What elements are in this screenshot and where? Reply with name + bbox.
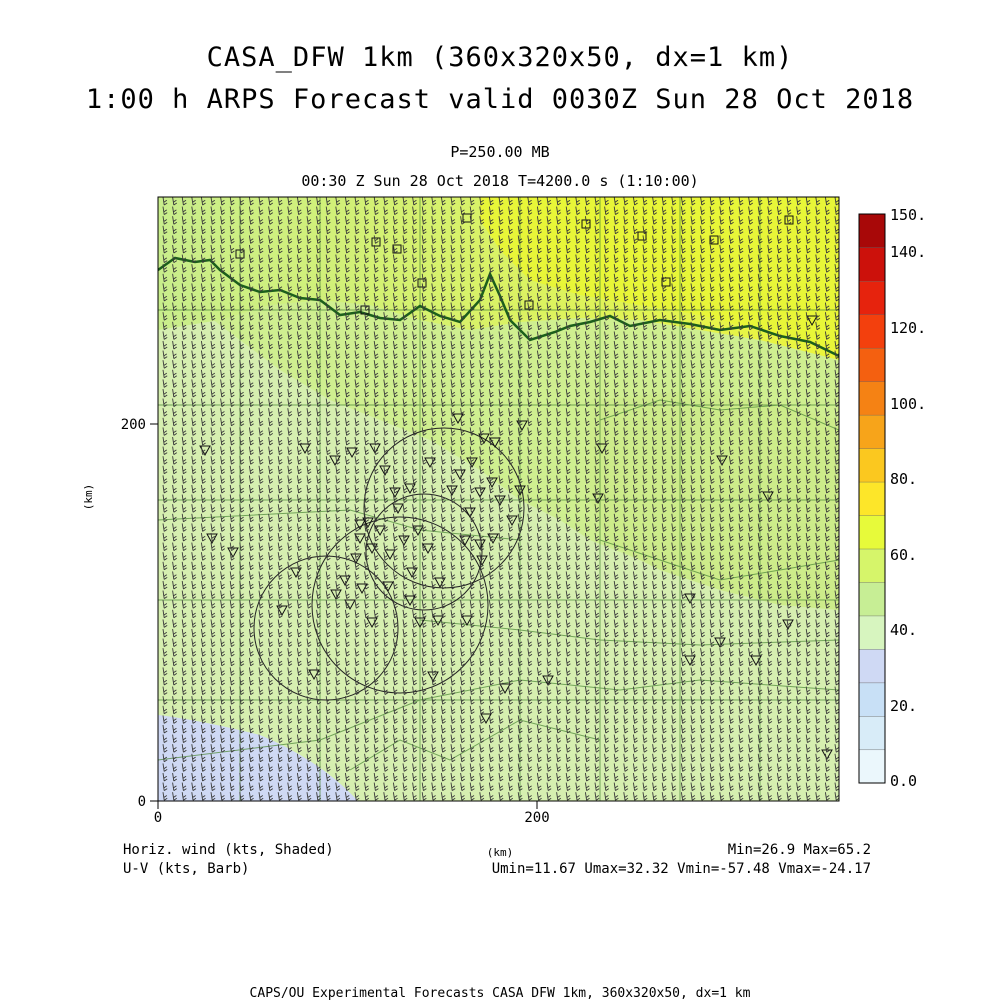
field-legend-label: Horiz. wind (kts, Shaded): [123, 842, 334, 858]
station-triangle-icon: [461, 615, 473, 627]
colorbar-box: [858, 448, 886, 483]
colorbar-box: [858, 414, 886, 449]
colorbar-boxes: [858, 213, 886, 784]
station-square-icon: [661, 277, 671, 287]
colorbar-box: [858, 280, 886, 315]
station-square-icon: [637, 231, 647, 241]
station-triangle-icon: [354, 533, 366, 545]
station-triangle-icon: [782, 619, 794, 631]
station-triangle-icon: [684, 655, 696, 667]
colorbar-label-120: 120.: [890, 319, 927, 337]
station-triangle-icon: [398, 535, 410, 547]
colorbar-label-0: 0.0: [890, 772, 918, 790]
station-triangle-icon: [716, 455, 728, 467]
station-triangle-icon: [432, 615, 444, 627]
colorbar-box: [858, 247, 886, 282]
station-triangle-icon: [339, 575, 351, 587]
y-tick-label-0: 0: [138, 794, 146, 810]
station-triangle-icon: [366, 543, 378, 555]
station-triangle-icon: [404, 483, 416, 495]
station-square-icon: [417, 278, 427, 288]
colorbar-label-60: 60.: [890, 546, 918, 564]
station-triangle-icon: [489, 437, 501, 449]
colorbar-box: [858, 648, 886, 684]
colorbar-label-20: 20.: [890, 697, 918, 715]
colorbar-label-40: 40.: [890, 621, 918, 639]
colorbar-box: [858, 682, 886, 717]
colorbar-box: [858, 347, 886, 382]
colorbar-box: [858, 314, 886, 349]
station-square-icon: [392, 244, 402, 254]
valid-time-label: 00:30 Z Sun 28 Oct 2018 T=4200.0 s (1:10…: [301, 172, 699, 190]
station-triangle-icon: [422, 543, 434, 555]
station-triangle-icon: [384, 549, 396, 561]
colorbar-box: [858, 381, 886, 416]
y-tick-label-200: 200: [121, 417, 146, 433]
colorbar-box: [858, 481, 886, 516]
colorbar-label-140: 140.: [890, 243, 927, 261]
station-triangle-icon: [474, 539, 486, 551]
min-max-label: Min=26.9 Max=65.2: [727, 842, 871, 858]
colorbar-label-100: 100.: [890, 395, 927, 413]
station-triangle-icon: [382, 581, 394, 593]
colorbar-box: [858, 749, 886, 784]
station-square-icon: [371, 237, 381, 247]
colorbar-label-150: 150.: [890, 206, 927, 224]
station-triangle-icon: [406, 567, 418, 579]
station-triangle-icon: [446, 485, 458, 497]
colorbar-frame: [858, 213, 886, 784]
station-triangle-icon: [499, 683, 511, 695]
uv-stats-label: Umin=11.67 Umax=32.32 Vmin=-57.48 Vmax=-…: [491, 861, 871, 877]
station-triangle-icon: [199, 445, 211, 457]
pressure-level-label: P=250.00 MB: [450, 143, 550, 161]
title-line-2: 1:00 h ARPS Forecast valid 0030Z Sun 28 …: [85, 84, 915, 115]
colorbar-label-80: 80.: [890, 470, 918, 488]
colorbar-box: [858, 515, 886, 550]
station-square-icon: [709, 235, 719, 245]
station-triangle-icon: [486, 477, 498, 489]
x-axis-label: (km): [487, 846, 514, 859]
station-triangle-icon: [476, 555, 488, 567]
station-triangle-icon: [362, 517, 374, 529]
station-triangle-icon: [478, 433, 490, 445]
title-line-1: CASA_DFW 1km (360x320x50, dx=1 km): [206, 42, 794, 73]
x-tick-label-200: 200: [524, 810, 549, 826]
station-triangle-icon: [290, 567, 302, 579]
station-square-icon: [462, 213, 472, 223]
station-triangle-icon: [206, 533, 218, 545]
station-triangle-icon: [454, 469, 466, 481]
colorbar-box: [858, 581, 886, 617]
station-triangle-icon: [821, 749, 833, 761]
barb-legend-label: U-V (kts, Barb): [123, 861, 250, 877]
colorbar-box: [858, 615, 886, 650]
y-axis-label: (km): [82, 484, 95, 511]
wind-barbs: [162, 197, 839, 801]
station-triangle-icon: [806, 315, 818, 327]
wind-barb-glyphs: [162, 197, 839, 801]
x-tick-label-0: 0: [154, 810, 162, 826]
axis-ticks: [150, 423, 538, 809]
station-triangle-icon: [494, 495, 506, 507]
station-triangle-icon: [480, 713, 492, 725]
station-triangle-icon: [762, 491, 774, 503]
station-triangle-icon: [434, 577, 446, 589]
station-triangle-icon: [356, 583, 368, 595]
station-triangle-icon: [464, 507, 476, 519]
station-triangle-icon: [354, 519, 366, 531]
plot-frame: [157, 196, 840, 802]
footer-credit: CAPS/OU Experimental Forecasts CASA DFW …: [249, 986, 751, 1001]
station-triangle-icon: [379, 465, 391, 477]
colorbar-box: [858, 715, 886, 751]
station-triangle-icon: [514, 485, 526, 497]
station-triangle-icon: [389, 487, 401, 499]
station-triangle-icon: [308, 669, 320, 681]
colorbar-box: [858, 548, 886, 583]
colorbar-box: [858, 213, 886, 248]
